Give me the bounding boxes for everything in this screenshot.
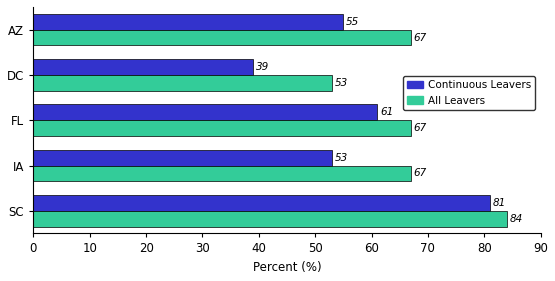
Text: 55: 55 xyxy=(346,17,360,27)
Bar xyxy=(33,14,344,30)
X-axis label: Percent (%): Percent (%) xyxy=(253,261,321,274)
Text: 67: 67 xyxy=(414,123,427,133)
Bar xyxy=(33,120,411,136)
Text: 84: 84 xyxy=(509,214,523,224)
Bar xyxy=(33,75,332,91)
Bar xyxy=(33,211,507,227)
Text: 81: 81 xyxy=(493,198,506,208)
Text: 39: 39 xyxy=(256,62,269,72)
Text: 53: 53 xyxy=(335,153,348,163)
Legend: Continuous Leavers, All Leavers: Continuous Leavers, All Leavers xyxy=(403,76,536,110)
Text: 53: 53 xyxy=(335,78,348,88)
Bar xyxy=(33,30,411,46)
Text: 67: 67 xyxy=(414,33,427,42)
Text: 61: 61 xyxy=(380,107,393,117)
Bar xyxy=(33,150,332,166)
Text: 67: 67 xyxy=(414,168,427,178)
Bar xyxy=(33,166,411,181)
Bar xyxy=(33,104,377,120)
Bar xyxy=(33,59,253,75)
Bar xyxy=(33,195,490,211)
